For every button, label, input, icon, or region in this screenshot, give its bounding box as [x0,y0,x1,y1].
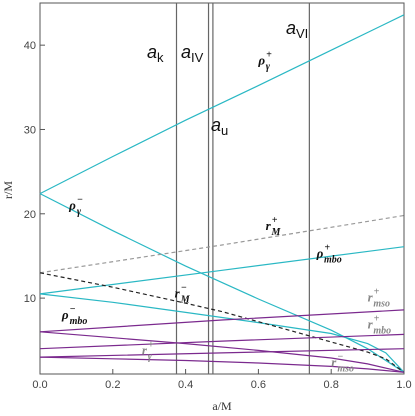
series-r-mso-minus [39,331,405,373]
vline-label-aVI: aVI [286,18,308,41]
x-tick-label: 0.0 [32,379,47,391]
rho-gamma-plus-label: ρ+ γ [257,50,272,73]
series-rho-mbo-minus [39,293,405,373]
series-r-gamma-minus [39,356,405,373]
x-axis-label: a/M [212,399,232,413]
rho-mbo-minus-label: ρ− mbo [61,304,88,327]
x-tick-label: 0.4 [178,379,193,391]
rho-mbo-plus-label: ρ+ mbo [316,243,342,266]
y-axis-label: r/M [1,181,15,199]
curve-labels: ρ+ γ ρ− γ r+ M ρ+ mbo r− M ρ− mbo r+ mso r+ mbo r+ γ r− mso [61,50,391,375]
vline-label-ak: ak [147,42,164,65]
series-rho-gamma-plus [39,14,405,195]
x-tick-label: 0.6 [251,379,266,391]
vline-label-au: au [211,115,228,138]
y-tick-label: 40 [24,40,36,52]
x-tick-label: 0.8 [324,379,339,391]
y-tick-label: 10 [24,293,36,305]
r-mbo-plus-label: r+ mbo [368,313,392,336]
r-mso-plus-label: r+ mso [368,286,390,309]
curves [39,14,405,373]
r-M-minus-label: r− M [175,282,191,305]
vline-label-aIV: aIV [181,42,204,65]
series-r-M-minus [39,272,405,373]
r-gamma-plus-label: r+ γ [142,340,154,363]
ticks: 0.0 0.2 0.4 0.6 0.8 1.0 10 20 30 40 [24,40,412,391]
series-r-mso-plus [39,309,405,333]
x-tick-label: 0.2 [105,379,120,391]
series-rho-mbo-plus [39,246,405,295]
r-M-plus-label: r+ M [266,215,282,238]
x-tick-label: 1.0 [396,379,411,391]
vertical-lines: ak aIV au aVI [147,3,310,374]
r-mso-minus-label: r− mso [331,351,354,374]
y-tick-label: 30 [24,124,36,136]
y-tick-label: 20 [24,209,36,221]
plot-frame [39,2,405,375]
series-rho-gamma-minus [39,193,405,373]
rho-gamma-minus-label: ρ− γ [68,195,83,218]
series-r-gamma-plus [39,348,405,358]
series-r-mbo-plus [39,333,405,350]
series-r-M-plus [39,214,405,274]
